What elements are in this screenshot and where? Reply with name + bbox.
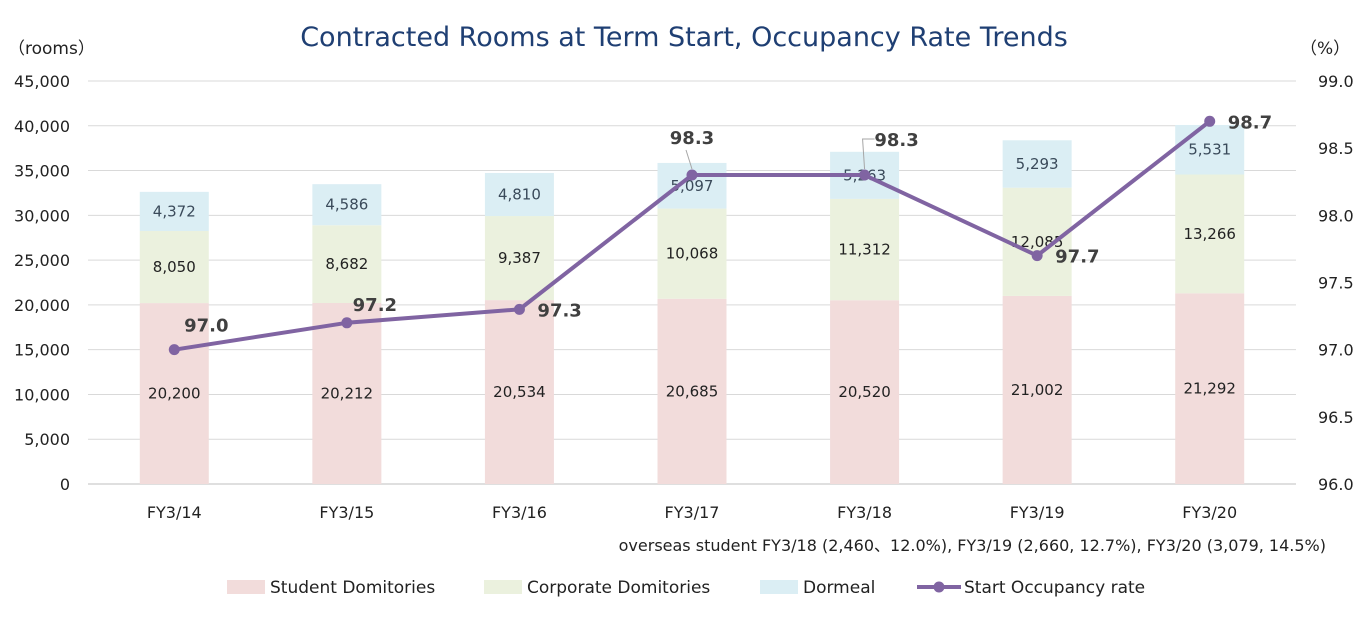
occupancy-rate-label: 97.2 [353,295,397,316]
left-tick-label: 15,000 [14,341,70,360]
occupancy-rate-labels: 97.0 97.2 97.3 98.3 98.3 97.7 98.7 [184,112,1272,336]
student-domitories-value-label: 20,534 [493,383,546,401]
left-axis: 0 5,000 10,000 15,000 20,000 25,000 30,000 35,0… [14,72,70,494]
legend-label: Start Occupancy rate [964,578,1145,598]
corporate-domitories-value-label: 13,266 [1183,225,1236,243]
chart-title: Contracted Rooms at Term Start, Occupanc… [300,22,1068,53]
corporate-domitories-value-label: 10,068 [666,245,719,263]
right-tick-label: 96.5 [1318,408,1354,427]
student-domitories-bar [484,300,554,484]
dormeal-value-label: 4,372 [153,202,196,220]
category-label: FY3/14 [147,503,202,522]
stacked-bars [139,124,1245,484]
occupancy-rate-label: 98.3 [874,130,918,151]
right-tick-label: 98.5 [1318,139,1354,158]
corporate-domitories-bar [139,231,209,304]
legend-swatch [227,580,265,594]
occupancy-rate-point [1031,250,1043,262]
occupancy-rate-label: 97.0 [184,316,228,337]
corporate-domitories-value-label: 11,312 [838,241,891,259]
left-tick-label: 30,000 [14,206,70,225]
left-tick-label: 40,000 [14,117,70,136]
student-domitories-value-label: 21,002 [1011,381,1064,399]
student-domitories-bar [1002,295,1072,484]
student-domitories-bar [830,300,900,484]
dormeal-value-label: 4,586 [325,196,368,214]
right-axis: 96.0 96.5 97.0 97.5 98.0 98.5 99.0 [1318,72,1354,494]
category-label: FY3/15 [319,503,374,522]
student-domitories-value-label: 20,200 [148,385,201,403]
right-tick-label: 98.0 [1318,206,1354,225]
left-axis-unit: （rooms） [8,39,95,59]
occupancy-rate-label: 97.3 [537,300,581,321]
occupancy-rate-point [341,317,353,329]
dormeal-bar [312,184,382,226]
left-tick-label: 45,000 [14,72,70,91]
category-label: FY3/18 [837,503,892,522]
corporate-domitories-bar [1002,187,1072,296]
legend-marker [933,581,945,593]
student-domitories-bar [657,298,727,484]
rate-label-leader-line [685,149,693,170]
dormeal-value-label: 5,293 [1016,155,1059,173]
right-axis-unit: （%） [1300,39,1350,59]
corporate-domitories-bar [1175,174,1245,294]
dormeal-value-label: 5,531 [1188,141,1231,159]
occupancy-rate-label: 98.3 [670,128,714,149]
occupancy-rate-label: 97.7 [1055,247,1099,268]
occupancy-rate-point [686,169,698,181]
occupancy-rate-point [859,169,871,181]
occupancy-rate-line [168,115,1216,356]
student-domitories-value-label: 20,212 [321,384,374,402]
right-tick-label: 97.5 [1318,274,1354,293]
category-label: FY3/17 [665,503,720,522]
dormeal-bar [484,172,554,217]
dormeal-bar [139,191,209,232]
legend: Student Domitories Corporate Domitories Do… [227,578,1145,598]
occupancy-rate-point [168,344,180,356]
student-domitories-bar [1175,293,1245,484]
left-tick-label: 20,000 [14,296,70,315]
legend-label: Dormeal [803,578,875,598]
overseas-student-note: overseas student FY3/18 (2,460、12.0%), F… [619,536,1326,555]
occupancy-rate-label: 98.7 [1228,112,1272,133]
category-label: FY3/16 [492,503,547,522]
legend-label: Corporate Domitories [527,578,710,598]
left-tick-label: 25,000 [14,251,70,270]
corporate-domitories-bar [657,208,727,299]
left-tick-label: 5,000 [24,430,70,449]
left-tick-label: 10,000 [14,385,70,404]
student-domitories-value-label: 20,685 [666,382,719,400]
left-tick-label: 0 [60,475,70,494]
dormeal-bar [1002,140,1072,188]
occupancy-rate-point [513,303,525,315]
legend-swatch [760,580,798,594]
corporate-domitories-bar [830,198,900,301]
category-label: FY3/19 [1010,503,1065,522]
legend-swatch [484,580,522,594]
corporate-domitories-bar [484,216,554,301]
category-label: FY3/20 [1182,503,1237,522]
student-domitories-value-label: 21,292 [1183,380,1236,398]
student-domitories-bar [312,302,382,484]
left-tick-label: 35,000 [14,162,70,181]
right-tick-label: 97.0 [1318,341,1354,360]
occupancy-rate-point [1204,115,1216,127]
dormeal-bar [1175,124,1245,175]
right-tick-label: 99.0 [1318,72,1354,91]
corporate-domitories-value-label: 8,682 [325,255,368,273]
right-tick-label: 96.0 [1318,475,1354,494]
corporate-domitories-bar [312,225,382,303]
dormeal-value-label: 4,810 [498,186,541,204]
category-axis: FY3/14 FY3/15 FY3/16 FY3/17 FY3/18 FY3/19 FY3/… [147,503,1237,522]
student-domitories-bar [139,303,209,484]
corporate-domitories-value-label: 8,050 [153,258,196,276]
legend-label: Student Domitories [270,578,435,598]
rate-label-leader-line [862,138,875,170]
corporate-domitories-value-label: 9,387 [498,249,541,267]
student-domitories-value-label: 20,520 [838,383,891,401]
